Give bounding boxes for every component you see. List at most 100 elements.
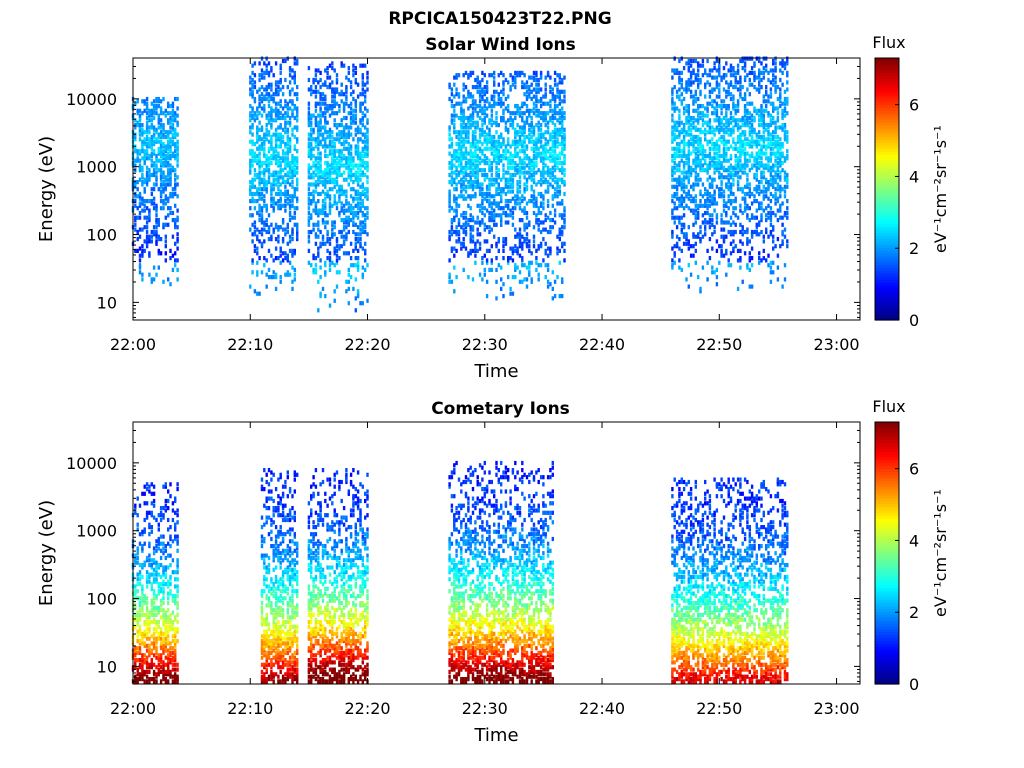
flux-cell (722, 203, 726, 208)
flux-cell (673, 120, 676, 125)
flux-cell (361, 101, 364, 106)
flux-cell (274, 106, 278, 111)
flux-cell (699, 142, 702, 147)
flux-cell (253, 232, 257, 237)
flux-cell (450, 225, 454, 230)
flux-cell (145, 101, 149, 106)
flux-cell (258, 73, 261, 78)
flux-cell (364, 113, 367, 118)
flux-cell (704, 225, 707, 230)
flux-cell (476, 123, 479, 128)
flux-cell (485, 80, 489, 85)
flux-cell (270, 144, 273, 149)
flux-cell (483, 104, 486, 109)
flux-cell (162, 123, 165, 128)
flux-cell (725, 272, 728, 277)
flux-cell (321, 175, 325, 180)
flux-cell (335, 172, 339, 178)
flux-cell (746, 118, 749, 123)
flux-cell (291, 68, 294, 73)
flux-cell (317, 134, 320, 140)
flux-cell (286, 222, 289, 227)
flux-cell (727, 184, 730, 189)
flux-cell (500, 218, 503, 223)
flux-cell (141, 227, 144, 232)
flux-cell (530, 194, 533, 199)
flux-cell (471, 180, 475, 185)
flux-cell (464, 125, 468, 130)
flux-cell (263, 94, 266, 99)
flux-cell (340, 187, 343, 192)
flux-cell (347, 220, 350, 225)
flux-cell (279, 260, 282, 265)
flux-cell (333, 180, 336, 185)
flux-cell (291, 170, 294, 175)
flux-cell (145, 115, 149, 121)
flux-cell (467, 125, 470, 130)
flux-cell (281, 177, 285, 182)
flux-cell (755, 177, 758, 182)
flux-cell (530, 158, 533, 163)
flux-cell (317, 213, 320, 218)
flux-cell (141, 127, 144, 132)
flux-cell (722, 146, 726, 151)
flux-cell (549, 153, 552, 159)
flux-cell (366, 139, 369, 144)
flux-cell (174, 218, 177, 223)
flux-cell (288, 66, 292, 71)
flux-cell (741, 225, 744, 230)
flux-cell (694, 158, 697, 163)
flux-cell (286, 151, 289, 156)
flux-cell (258, 120, 261, 125)
flux-cell (145, 215, 149, 220)
flux-cell (164, 244, 167, 249)
flux-cell (364, 161, 367, 166)
flux-cell (145, 177, 149, 182)
flux-cell (551, 165, 554, 170)
flux-cell (324, 201, 327, 206)
flux-cell (478, 203, 482, 208)
flux-cell (551, 96, 554, 102)
flux-cell (450, 142, 454, 147)
flux-cell (314, 144, 318, 149)
flux-cell (558, 156, 561, 161)
flux-cell (335, 165, 339, 170)
flux-cell (535, 108, 538, 113)
flux-cell (535, 123, 538, 128)
flux-cell (671, 106, 674, 111)
flux-cell (464, 225, 468, 230)
flux-cell (307, 201, 311, 206)
flux-cell (685, 61, 688, 66)
flux-cell (157, 151, 160, 156)
flux-cell (478, 246, 482, 251)
flux-cell (293, 134, 296, 140)
flux-cell (743, 137, 747, 142)
flux-cell (720, 218, 723, 223)
flux-cell (727, 199, 730, 204)
flux-cell (509, 111, 512, 116)
flux-cell (279, 189, 282, 194)
flux-cell (321, 137, 325, 142)
flux-cell (267, 158, 271, 163)
flux-cell (364, 187, 367, 192)
flux-cell (251, 151, 254, 156)
flux-cell (537, 180, 540, 185)
flux-cell (485, 260, 489, 265)
flux-cell (474, 260, 477, 265)
flux-cell (697, 206, 700, 211)
flux-cell (514, 139, 517, 144)
flux-cell (713, 118, 716, 123)
flux-cell (284, 123, 287, 128)
flux-cell (326, 75, 329, 80)
flux-cell (359, 206, 362, 211)
flux-cell (342, 142, 346, 147)
flux-cell (462, 139, 465, 144)
flux-cell (145, 151, 149, 156)
flux-cell (366, 168, 369, 173)
flux-cell (141, 253, 144, 258)
flux-cell (270, 66, 273, 71)
flux-cell (162, 151, 165, 156)
flux-cell (725, 130, 728, 135)
flux-cell (561, 180, 564, 185)
flux-cell (464, 85, 468, 90)
